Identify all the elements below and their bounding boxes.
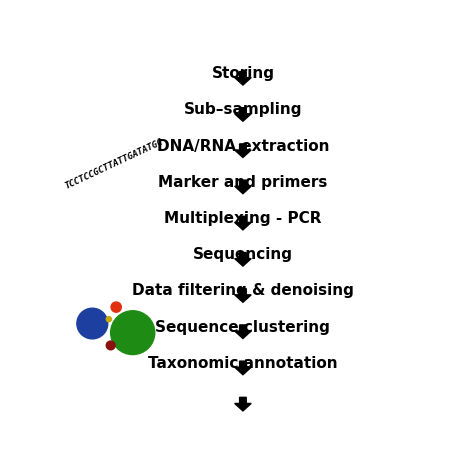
Text: Sequencing: Sequencing [193,247,293,262]
Circle shape [77,308,108,339]
Circle shape [111,302,121,312]
FancyArrow shape [235,289,251,302]
Text: Marker and primers: Marker and primers [158,175,328,190]
Text: Storing: Storing [211,66,274,81]
Text: DNA/RNA extraction: DNA/RNA extraction [157,139,329,154]
Circle shape [111,311,155,355]
FancyArrow shape [235,144,251,157]
FancyArrow shape [235,108,251,121]
FancyArrow shape [235,253,251,266]
Circle shape [106,317,111,322]
FancyArrow shape [235,72,251,85]
Circle shape [106,341,115,350]
FancyArrow shape [235,325,251,338]
Text: Multiplexing - PCR: Multiplexing - PCR [164,211,322,226]
FancyArrow shape [235,397,251,411]
FancyArrow shape [235,180,251,194]
Text: Taxonomic annotation: Taxonomic annotation [148,356,338,371]
Text: Sub–sampling: Sub–sampling [184,102,302,118]
Text: Sequence clustering: Sequence clustering [155,319,330,335]
FancyArrow shape [235,361,251,375]
Text: Data filtering & denoising: Data filtering & denoising [132,283,354,299]
FancyArrow shape [235,216,251,230]
Text: TCCTCCGCTTATTGATATGC: TCCTCCGCTTATTGATATGC [63,137,164,191]
